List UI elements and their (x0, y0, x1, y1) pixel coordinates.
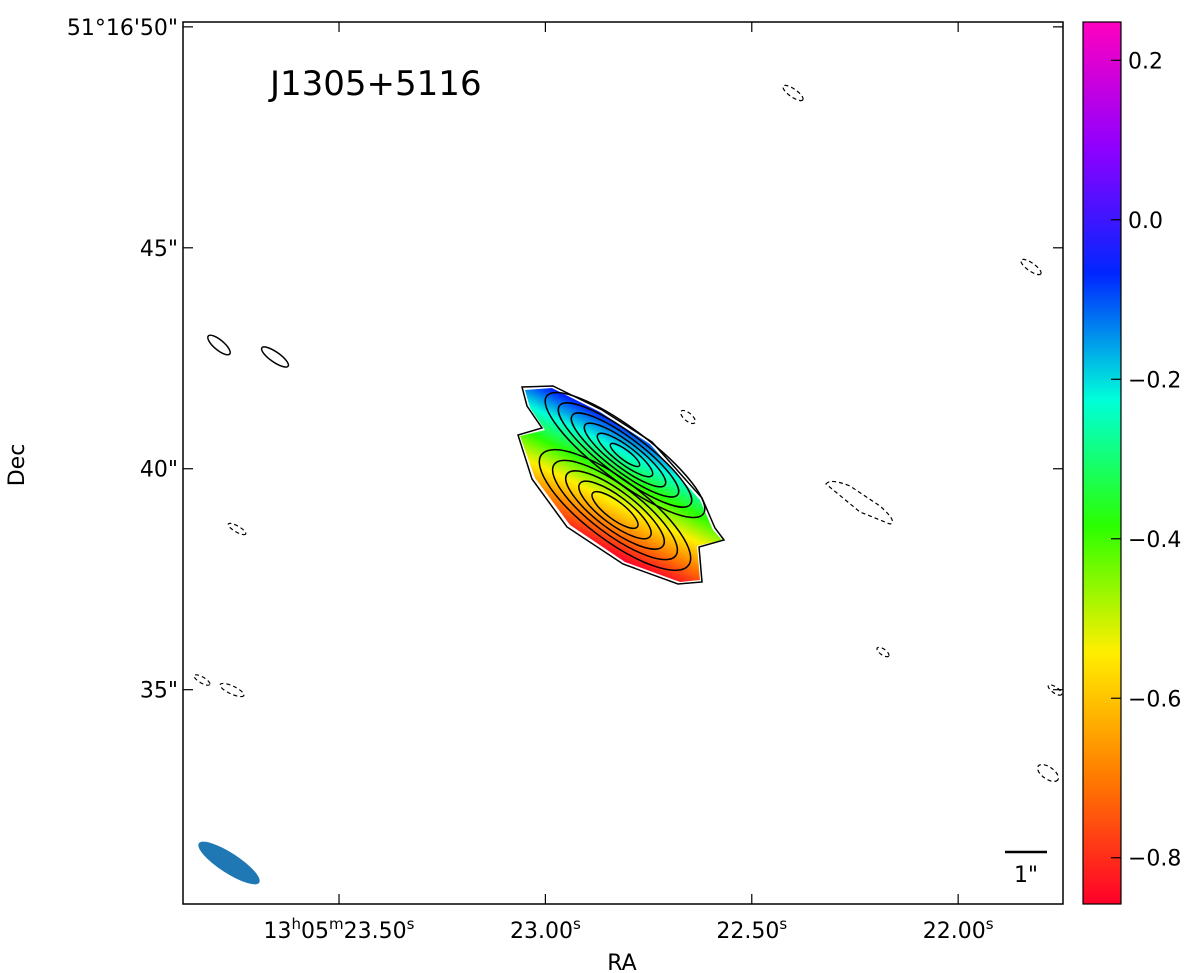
source-name: J1305+5116 (268, 64, 482, 104)
x-axis-label: RA (607, 951, 636, 973)
x-tick-label: 13h05m23.50s (264, 915, 415, 944)
y-tick-label: 51°16'50" (67, 16, 178, 41)
beam (198, 841, 260, 885)
plot-frame (182, 21, 1064, 905)
source (193, 84, 1063, 783)
y-axis-label: Dec (5, 444, 30, 487)
colorbar-tick-label: −0.4 (1128, 528, 1181, 553)
x-tick-label: 23.00s (510, 915, 581, 944)
y-tick-label: 35" (140, 679, 178, 704)
colorbar-tick-label: −0.8 (1128, 847, 1181, 872)
colorbar-tick-label: −0.6 (1128, 687, 1181, 712)
colorbar-tick-label: −0.2 (1128, 368, 1181, 393)
scale-bar-label: 1" (1014, 863, 1038, 888)
x-tick-label: 22.00s (923, 915, 994, 944)
x-tick-label: 22.50s (716, 915, 787, 944)
colorbar-tick-label: 0.0 (1128, 209, 1163, 234)
colorbar (1082, 21, 1122, 905)
colorbar-tick-label: 0.2 (1128, 49, 1163, 74)
contours (207, 334, 726, 585)
y-tick-label: 45" (140, 237, 178, 262)
y-tick-label: 40" (140, 458, 178, 483)
